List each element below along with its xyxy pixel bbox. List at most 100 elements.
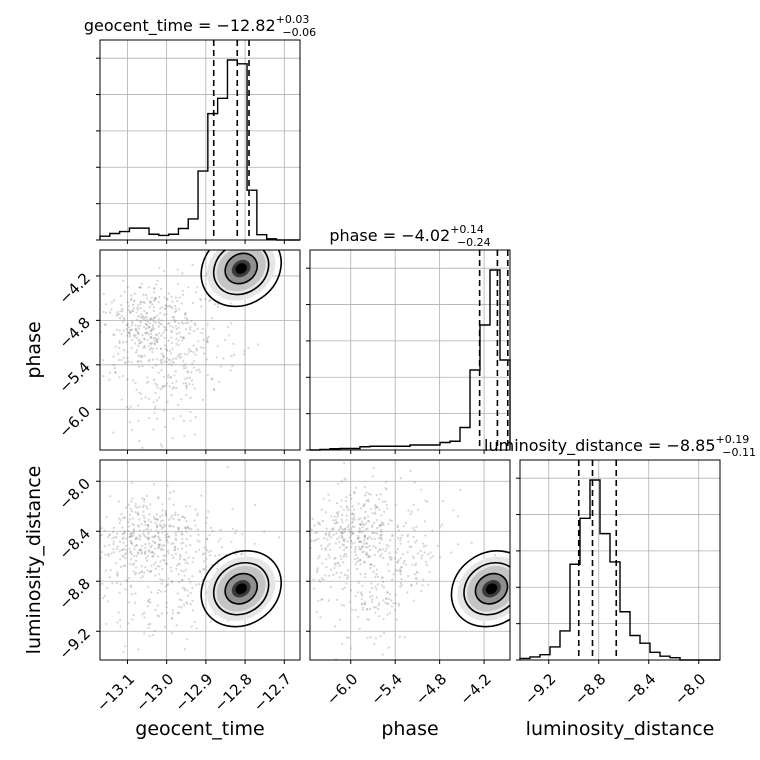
- scatter-point: [174, 511, 177, 514]
- scatter-point: [164, 307, 167, 310]
- scatter-point: [123, 516, 126, 519]
- scatter-point: [377, 537, 381, 540]
- scatter-point: [132, 529, 136, 532]
- scatter-point: [168, 362, 171, 365]
- scatter-point: [322, 497, 325, 500]
- scatter-point: [346, 574, 349, 577]
- scatter-point: [196, 512, 200, 515]
- scatter-point: [426, 500, 429, 503]
- scatter-point: [368, 607, 372, 611]
- scatter-point: [137, 332, 140, 335]
- scatter-point: [120, 398, 123, 401]
- scatter-point: [325, 565, 328, 569]
- scatter-point: [122, 316, 125, 320]
- scatter-point: [369, 636, 372, 639]
- scatter-point: [396, 561, 399, 564]
- scatter-point: [169, 376, 173, 379]
- scatter-point: [343, 586, 346, 589]
- scatter-point: [144, 543, 147, 546]
- scatter-point: [184, 558, 187, 562]
- scatter-point: [168, 525, 171, 528]
- scatter-point: [130, 585, 133, 588]
- scatter-point: [381, 522, 385, 525]
- scatter-point: [175, 539, 178, 542]
- scatter-point: [177, 326, 180, 329]
- scatter-point: [147, 532, 150, 535]
- scatter-point: [136, 315, 140, 318]
- scatter-point: [125, 537, 128, 540]
- scatter-point: [154, 342, 157, 346]
- scatter-point: [126, 356, 129, 360]
- scatter-point: [372, 466, 375, 470]
- scatter-point: [330, 515, 333, 518]
- scatter-point: [140, 549, 143, 552]
- scatter-point: [382, 523, 385, 526]
- scatter-point: [368, 590, 371, 594]
- scatter-point: [382, 580, 385, 583]
- scatter-point: [122, 650, 125, 653]
- scatter-point: [135, 328, 138, 331]
- scatter-point: [218, 380, 221, 383]
- scatter-point: [103, 594, 106, 598]
- scatter-point: [388, 612, 391, 615]
- scatter-point: [156, 417, 159, 420]
- scatter-point: [128, 518, 131, 521]
- scatter-point: [134, 502, 137, 506]
- scatter-point: [186, 353, 189, 356]
- scatter-point: [120, 548, 123, 552]
- scatter-point: [177, 339, 180, 342]
- scatter-point: [411, 555, 414, 558]
- scatter-point: [140, 282, 143, 285]
- scatter-point: [218, 553, 221, 557]
- scatter-point: [211, 529, 214, 533]
- scatter-point: [364, 602, 367, 605]
- scatter-point: [348, 536, 351, 539]
- scatter-point: [357, 518, 360, 521]
- scatter-point: [311, 517, 314, 520]
- scatter-point: [174, 296, 177, 299]
- contour-level: [224, 252, 258, 285]
- scatter-point: [118, 550, 121, 553]
- scatter-point: [160, 369, 163, 372]
- scatter-point: [127, 326, 131, 329]
- scatter-point: [128, 533, 132, 536]
- scatter-point: [185, 505, 188, 508]
- scatter-point: [422, 545, 425, 548]
- scatter-point: [165, 563, 168, 566]
- scatter-point: [115, 536, 118, 539]
- scatter-point: [359, 522, 362, 525]
- scatter-point: [130, 593, 133, 596]
- scatter-point: [370, 582, 373, 585]
- scatter-point: [326, 544, 329, 548]
- scatter-point: [389, 558, 392, 561]
- scatter-point: [154, 608, 157, 611]
- scatter-point: [140, 523, 143, 526]
- scatter-point: [348, 530, 351, 533]
- scatter-point: [379, 537, 383, 540]
- scatter-point: [185, 538, 188, 541]
- scatter-point: [153, 483, 156, 486]
- scatter-point: [170, 341, 174, 345]
- scatter-point: [345, 555, 348, 558]
- scatter-point: [396, 524, 400, 527]
- scatter-point: [160, 323, 163, 326]
- scatter-point: [373, 537, 376, 541]
- scatter-point: [124, 544, 127, 547]
- scatter-point: [166, 549, 170, 553]
- scatter-point: [198, 548, 201, 551]
- scatter-point: [170, 331, 173, 334]
- scatter-point: [403, 636, 406, 639]
- scatter-point: [138, 572, 141, 575]
- scatter-point: [370, 600, 374, 603]
- scatter-point: [173, 320, 176, 324]
- scatter-point: [328, 534, 331, 537]
- scatter-point: [379, 493, 382, 496]
- scatter-point: [125, 579, 128, 582]
- scatter-point: [336, 537, 339, 540]
- scatter-point: [406, 551, 409, 554]
- scatter-point: [172, 556, 175, 559]
- scatter-point: [138, 339, 141, 342]
- scatter-point: [195, 369, 198, 372]
- scatter-point: [116, 313, 119, 316]
- y-axis-label-phase: phase: [23, 321, 45, 378]
